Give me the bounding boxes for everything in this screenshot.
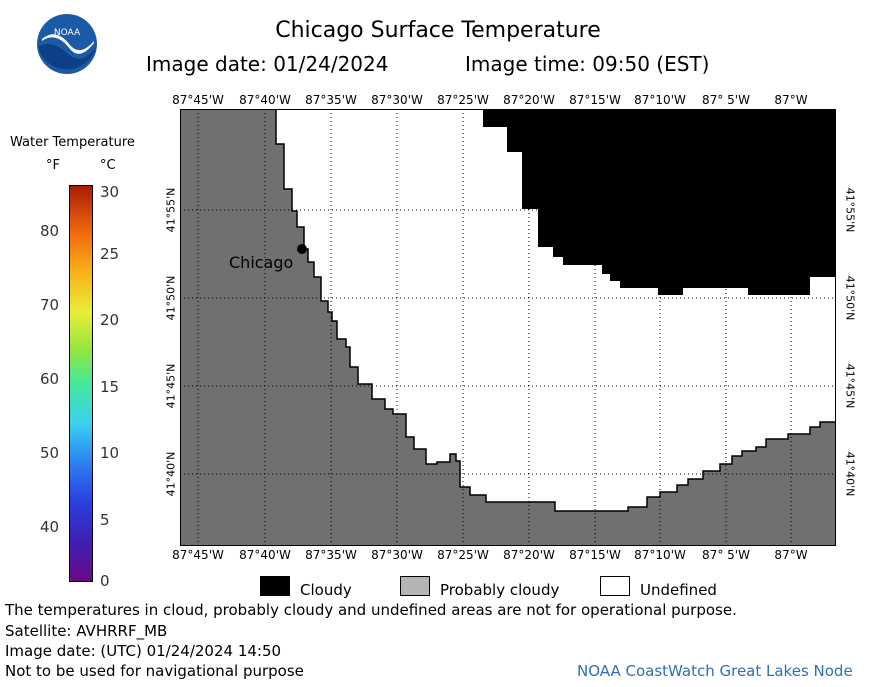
legend-label-cloudy: Cloudy <box>300 581 352 599</box>
lat-label: 41°45'N <box>164 363 178 409</box>
c-tick: 30 <box>100 183 120 201</box>
color-scale-bar <box>69 185 93 582</box>
legend-label-probably-cloudy: Probably cloudy <box>440 581 560 599</box>
lat-label: 41°45'N <box>843 363 857 409</box>
chicago-marker <box>297 244 307 254</box>
legend-swatch-undefined <box>600 576 630 596</box>
graticule <box>180 109 836 546</box>
page-title: Chicago Surface Temperature <box>275 18 601 43</box>
city-label: Chicago <box>229 253 294 272</box>
logo-text: NOAA <box>54 28 81 38</box>
c-tick: 10 <box>100 444 120 462</box>
noaa-logo: NOAA <box>36 13 98 75</box>
c-tick: 25 <box>100 245 120 263</box>
map-svg <box>179 108 837 547</box>
lat-label: 41°55'N <box>164 187 178 233</box>
scale-title: Water Temperature <box>10 135 135 150</box>
lon-label: 87°45'W <box>172 93 224 107</box>
lon-label: 87°15'W <box>569 548 621 562</box>
map-border <box>180 109 836 546</box>
unit-c: °C <box>100 158 116 173</box>
lon-label: 87°W <box>774 548 808 562</box>
lat-label: 41°40'N <box>164 451 178 497</box>
lon-label: 87°45'W <box>172 548 224 562</box>
lat-label: 41°50'N <box>164 275 178 321</box>
f-tick: 70 <box>40 296 60 314</box>
credit-link[interactable]: NOAA CoastWatch Great Lakes Node <box>577 662 853 680</box>
footer-satellite: Satellite: AVHRRF_MB <box>5 622 168 640</box>
lon-label: 87°15'W <box>569 93 621 107</box>
c-tick: 5 <box>100 511 110 529</box>
lon-label: 87°20'W <box>503 548 555 562</box>
lon-label: 87°20'W <box>503 93 555 107</box>
c-tick: 20 <box>100 311 120 329</box>
image-time: Image time: 09:50 (EST) <box>465 52 710 76</box>
c-tick: 0 <box>100 572 110 590</box>
lat-label: 41°55'N <box>843 187 857 233</box>
lon-label: 87°35'W <box>305 548 357 562</box>
lon-label: 87°35'W <box>305 93 357 107</box>
cloudy-region <box>483 109 836 295</box>
footer-nav-warning: Not to be used for navigational purpose <box>5 662 304 680</box>
lat-label: 41°40'N <box>843 451 857 497</box>
unit-f: °F <box>46 158 60 173</box>
legend-label-undefined: Undefined <box>640 581 717 599</box>
lon-label: 87°40'W <box>239 548 291 562</box>
footer-disclaimer: The temperatures in cloud, probably clou… <box>5 601 737 619</box>
f-tick: 60 <box>40 370 60 388</box>
lon-label: 87°40'W <box>239 93 291 107</box>
lon-label: 87°W <box>774 93 808 107</box>
map-panel <box>179 108 837 547</box>
lon-label: 87° 5'W <box>702 93 750 107</box>
legend-swatch-cloudy <box>260 576 290 596</box>
lon-label: 87°10'W <box>634 548 686 562</box>
footer-utc-date: Image date: (UTC) 01/24/2024 14:50 <box>5 642 282 660</box>
f-tick: 80 <box>40 222 60 240</box>
lat-label: 41°50'N <box>843 275 857 321</box>
land-area <box>179 108 837 547</box>
lon-label: 87°25'W <box>437 93 489 107</box>
f-tick: 50 <box>40 444 60 462</box>
f-tick: 40 <box>40 518 60 536</box>
c-tick: 15 <box>100 378 120 396</box>
lon-label: 87° 5'W <box>702 548 750 562</box>
legend-swatch-probably-cloudy <box>400 576 430 596</box>
lon-label: 87°10'W <box>634 93 686 107</box>
image-date: Image date: 01/24/2024 <box>146 52 389 76</box>
lon-label: 87°30'W <box>371 548 423 562</box>
lon-label: 87°30'W <box>371 93 423 107</box>
lon-label: 87°25'W <box>437 548 489 562</box>
